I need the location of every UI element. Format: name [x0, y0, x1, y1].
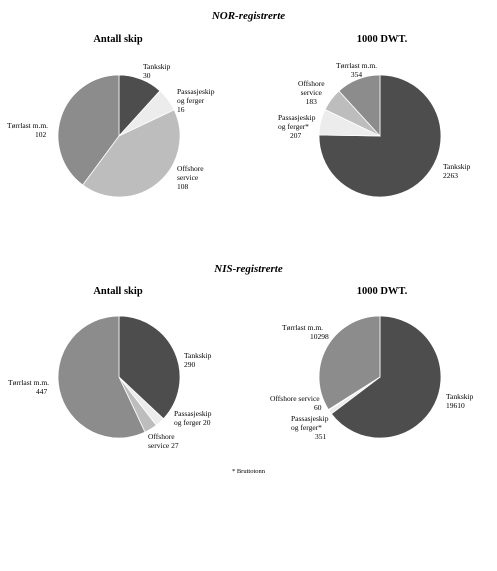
section-title-nis: NIS-registrerte — [214, 263, 283, 275]
label-value: 351 — [315, 432, 327, 441]
label-nis-dwt-offshore: Offshore service 60 — [270, 394, 322, 412]
pie-slice-tørrlast-m-m — [57, 315, 146, 439]
chart-title-nor-dwt: 1000 DWT. — [356, 34, 408, 45]
label-value: 60 — [314, 403, 322, 412]
label-value: 108 — [177, 182, 189, 191]
label-name: Passasjeskip og ferger — [174, 409, 212, 427]
pie-slice-offshore-service — [82, 109, 181, 198]
label-name: Offshore service — [270, 394, 320, 403]
section-title-nor: NOR-registrerte — [211, 10, 286, 22]
label-nor-dwt-offshore: Offshore service 183 — [298, 79, 325, 106]
label-value: 10298 — [310, 332, 329, 341]
label-value: 19610 — [446, 401, 465, 410]
pie-chart-nor-dwt — [318, 74, 442, 198]
label-nis-antall-offshore: Offshore service 27 — [148, 432, 179, 450]
label-name: Tørrlast m.m. — [282, 323, 324, 332]
label-nis-antall-passasjeskip: Passasjeskip og ferger 20 — [174, 409, 212, 427]
pie-slice-tankskip — [330, 315, 442, 439]
label-value: 16 — [177, 105, 185, 114]
label-name: Tankskip — [184, 351, 212, 360]
pie-chart-nis-dwt — [318, 315, 442, 439]
label-value: 102 — [35, 130, 47, 139]
label-nor-dwt-passasjeskip: Passasjeskip og ferger* 207 — [278, 113, 316, 140]
label-nor-antall-offshore: Offshore service 108 — [177, 164, 204, 191]
chart-title-nor-antall: Antall skip — [93, 34, 143, 45]
chart-title-nis-dwt: 1000 DWT. — [356, 286, 408, 297]
label-nis-dwt-passasjeskip: Passasjeskip og ferger* 351 — [291, 414, 329, 441]
pie-chart-nis-antall — [57, 315, 181, 439]
label-value: 27 — [171, 441, 179, 450]
label-name: Passasjeskip og ferger* — [291, 414, 329, 432]
label-nis-antall-tankskip: Tankskip 290 — [184, 351, 211, 369]
label-name: Tankskip — [446, 392, 474, 401]
label-value: 207 — [290, 131, 302, 140]
label-nor-antall-torrlast: Tørrlast m.m. 102 — [7, 121, 48, 139]
label-name: Tankskip — [143, 62, 171, 71]
pie-slice-tørrlast-m-m — [338, 74, 381, 138]
label-nor-antall-passasjeskip: Passasjeskip og ferger 16 — [177, 87, 215, 114]
label-name: Passasjeskip og ferger — [177, 87, 215, 105]
label-nis-antall-torrlast: Tørrlast m.m. 447 — [8, 378, 49, 396]
label-nor-dwt-tankskip: Tankskip 2263 — [443, 162, 470, 180]
label-name: Passasjeskip og ferger* — [278, 113, 316, 131]
label-nor-antall-tankskip: Tankskip 30 — [143, 62, 170, 80]
label-name: Offshore service — [177, 164, 204, 182]
pie-slice-tørrlast-m-m — [57, 74, 120, 186]
label-value: 290 — [184, 360, 196, 369]
label-value: 20 — [203, 418, 211, 427]
label-nor-dwt-torrlast: Tørrlast m.m. 354 — [336, 61, 377, 79]
pie-chart-nor-antall — [57, 74, 181, 198]
label-value: 183 — [305, 97, 317, 106]
label-value: 354 — [350, 70, 363, 79]
label-nis-dwt-torrlast: Tørrlast m.m. 10298 — [282, 323, 329, 341]
label-name: Offshore service — [148, 432, 175, 450]
pie-slice-tankskip — [118, 315, 181, 420]
label-name: Tankskip — [443, 162, 471, 171]
footnote: * Bruttotonn — [231, 468, 266, 475]
label-value: 30 — [143, 71, 151, 80]
label-value: 447 — [36, 387, 48, 396]
label-name: Tørrlast m.m. — [7, 121, 49, 130]
chart-title-nis-antall: Antall skip — [93, 286, 143, 297]
label-name: Tørrlast m.m. — [8, 378, 50, 387]
label-nis-dwt-tankskip: Tankskip 19610 — [446, 392, 473, 410]
label-value: 2263 — [443, 171, 458, 180]
label-name: Offshore service — [298, 79, 325, 97]
pie-slice-tørrlast-m-m — [318, 315, 381, 411]
label-name: Tørrlast m.m. — [336, 61, 378, 70]
